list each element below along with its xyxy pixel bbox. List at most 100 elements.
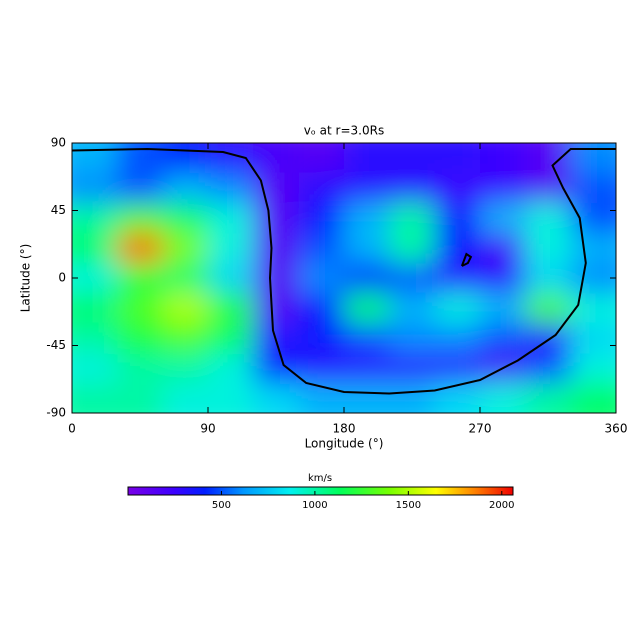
heat-cell [298, 323, 345, 354]
heat-cell [480, 323, 526, 354]
heat-cell [208, 353, 254, 384]
x-axis-label: Longitude (°) [305, 437, 384, 451]
heat-cell [162, 233, 209, 264]
heat-cell [434, 263, 481, 294]
x-tick-label: 270 [469, 422, 492, 436]
heat-cell [72, 353, 118, 384]
heat-cell [525, 353, 572, 384]
heat-cell [72, 203, 118, 234]
heat-cell [525, 263, 572, 294]
heat-cell [162, 293, 209, 324]
heat-cell [117, 323, 164, 354]
heat-cell [480, 263, 526, 294]
heat-cell [525, 203, 572, 234]
heat-cell [117, 143, 164, 174]
heat-cell [570, 323, 616, 354]
heat-cell [72, 263, 118, 294]
heat-cell [344, 353, 390, 384]
heat-cell [162, 143, 209, 174]
heat-cell [389, 143, 436, 174]
heat-cell [253, 233, 300, 264]
heat-cell [253, 203, 300, 234]
heat-cell [570, 233, 616, 264]
heat-cell [480, 143, 526, 174]
heat-cell [344, 383, 390, 413]
heat-cell [253, 383, 300, 413]
heat-cell [344, 263, 390, 294]
heat-cell [117, 383, 164, 413]
heat-cell [298, 383, 345, 413]
heat-cell [570, 203, 616, 234]
heat-cell [208, 233, 254, 264]
heat-cell [208, 203, 254, 234]
heat-cell [480, 293, 526, 324]
heat-cell [434, 293, 481, 324]
heat-cell [389, 203, 436, 234]
colorbar-tick-label: 1500 [396, 500, 421, 511]
heat-cell [434, 143, 481, 174]
y-tick-label: -90 [46, 406, 66, 420]
heat-cell [253, 293, 300, 324]
heat-cell [72, 173, 118, 204]
heat-cell [570, 353, 616, 384]
x-tick-label: 90 [200, 422, 215, 436]
heat-cell [208, 383, 254, 413]
heat-cell [525, 383, 572, 413]
heat-cell [72, 323, 118, 354]
heat-cell [298, 263, 345, 294]
heat-cell [72, 293, 118, 324]
heat-cell [525, 233, 572, 264]
heat-cell [162, 203, 209, 234]
heat-cell [344, 293, 390, 324]
heat-cell [480, 173, 526, 204]
heat-cell [525, 293, 572, 324]
heat-cell [525, 143, 572, 174]
heat-cell [525, 323, 572, 354]
heat-cell [434, 323, 481, 354]
heat-cell [389, 323, 436, 354]
colorbar [127, 486, 514, 496]
heat-cell [253, 143, 300, 174]
heat-cell [389, 353, 436, 384]
heat-cell [253, 263, 300, 294]
heat-cell [298, 293, 345, 324]
heat-cell [389, 293, 436, 324]
y-tick-label: 0 [58, 271, 66, 285]
y-tick-label: -45 [46, 338, 66, 352]
neutral-line [72, 147, 616, 395]
heat-cell [117, 203, 164, 234]
heat-cell [434, 203, 481, 234]
colorbar-tick-label: 500 [212, 500, 231, 511]
y-tick-label: 45 [51, 203, 66, 217]
heat-cell [480, 203, 526, 234]
colorbar-tick-label: 1000 [302, 500, 327, 511]
heat-cell [434, 173, 481, 204]
y-axis-label: Latitude (°) [19, 244, 33, 313]
heat-cell [208, 143, 254, 174]
heat-cell [480, 233, 526, 264]
heat-cell [298, 233, 345, 264]
heat-cell [208, 173, 254, 204]
heat-cell [570, 263, 616, 294]
heat-cell [434, 353, 481, 384]
x-tick-label: 0 [68, 422, 76, 436]
heat-cell [117, 293, 164, 324]
x-tick-label: 180 [333, 422, 356, 436]
heat-cell [162, 173, 209, 204]
heat-cell [298, 203, 345, 234]
heat-cell [389, 263, 436, 294]
heat-cell [389, 233, 436, 264]
heat-cell [117, 353, 164, 384]
heat-cell [117, 233, 164, 264]
heat-cell [208, 323, 254, 354]
heat-cell [298, 353, 345, 384]
heat-cell [117, 263, 164, 294]
heat-cell [344, 323, 390, 354]
heat-cell [117, 173, 164, 204]
heat-cell [162, 263, 209, 294]
heat-cell [298, 173, 345, 204]
y-tick-label: 90 [51, 136, 66, 150]
heat-cell [570, 293, 616, 324]
heat-cell [389, 383, 436, 413]
